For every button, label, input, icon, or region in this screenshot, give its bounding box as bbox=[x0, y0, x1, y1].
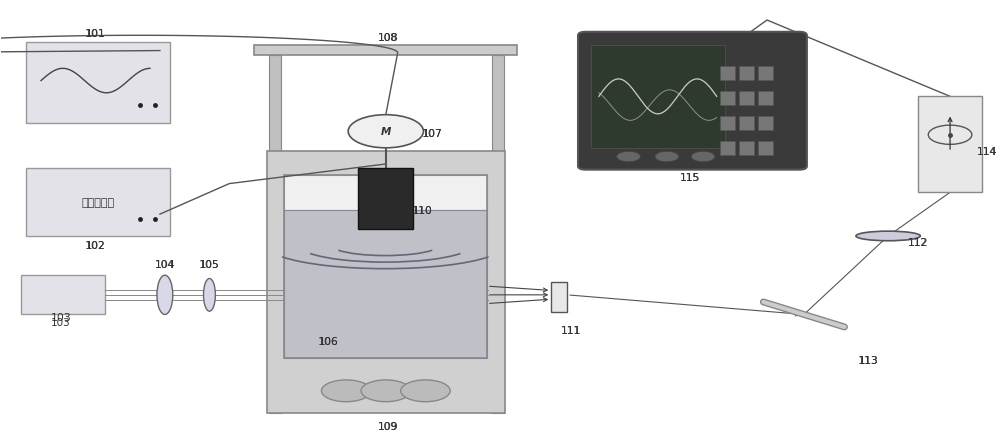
Bar bbox=[758, 67, 773, 81]
Bar bbox=[720, 67, 735, 81]
Bar bbox=[739, 67, 754, 81]
Text: 功率放大器: 功率放大器 bbox=[81, 198, 115, 208]
Bar bbox=[720, 117, 735, 131]
Ellipse shape bbox=[157, 276, 173, 315]
Bar bbox=[358, 169, 413, 230]
Bar bbox=[21, 276, 105, 315]
Circle shape bbox=[348, 116, 423, 148]
Bar bbox=[26, 169, 170, 237]
Text: 102: 102 bbox=[86, 240, 105, 250]
Circle shape bbox=[655, 152, 679, 162]
Text: 111: 111 bbox=[561, 325, 581, 335]
Bar bbox=[720, 142, 735, 156]
Text: 112: 112 bbox=[908, 238, 928, 248]
Text: 108: 108 bbox=[378, 33, 398, 43]
Text: 107: 107 bbox=[423, 129, 442, 139]
Bar bbox=[254, 46, 517, 56]
Circle shape bbox=[321, 380, 371, 402]
Text: 101: 101 bbox=[85, 29, 106, 39]
Circle shape bbox=[691, 152, 715, 162]
Text: 109: 109 bbox=[377, 421, 398, 431]
Bar bbox=[720, 92, 735, 106]
Bar bbox=[758, 92, 773, 106]
Text: 115: 115 bbox=[680, 173, 700, 183]
Text: 109: 109 bbox=[378, 421, 398, 431]
Bar bbox=[758, 142, 773, 156]
Bar bbox=[492, 56, 504, 413]
Text: 112: 112 bbox=[908, 238, 928, 248]
Bar bbox=[284, 210, 487, 358]
Bar bbox=[739, 142, 754, 156]
Text: 104: 104 bbox=[155, 260, 175, 270]
Bar bbox=[26, 43, 170, 123]
Circle shape bbox=[617, 152, 640, 162]
Bar bbox=[284, 176, 487, 210]
Text: 106: 106 bbox=[318, 336, 338, 346]
Bar bbox=[269, 56, 281, 413]
Text: 110: 110 bbox=[412, 205, 433, 215]
Circle shape bbox=[401, 380, 450, 402]
Circle shape bbox=[361, 380, 411, 402]
Bar bbox=[551, 282, 567, 313]
Text: 103: 103 bbox=[51, 317, 71, 327]
Bar bbox=[739, 117, 754, 131]
Text: M: M bbox=[381, 127, 391, 137]
Text: 114: 114 bbox=[977, 147, 998, 156]
Text: 108: 108 bbox=[377, 33, 398, 43]
Text: 102: 102 bbox=[85, 240, 106, 250]
Text: 106: 106 bbox=[318, 336, 339, 346]
FancyBboxPatch shape bbox=[591, 46, 725, 148]
Bar bbox=[267, 152, 505, 413]
Text: 115: 115 bbox=[680, 173, 700, 183]
Text: 113: 113 bbox=[858, 356, 879, 365]
Text: 114: 114 bbox=[977, 147, 997, 156]
Text: 113: 113 bbox=[858, 356, 878, 365]
FancyBboxPatch shape bbox=[578, 33, 807, 170]
Text: 105: 105 bbox=[200, 260, 219, 270]
Text: 110: 110 bbox=[413, 205, 432, 215]
Text: 107: 107 bbox=[422, 129, 443, 139]
Text: 101: 101 bbox=[86, 29, 105, 39]
Text: 111: 111 bbox=[561, 325, 581, 335]
Text: 105: 105 bbox=[199, 260, 220, 270]
Bar bbox=[758, 117, 773, 131]
Bar bbox=[284, 176, 487, 358]
Text: 104: 104 bbox=[154, 260, 175, 270]
Ellipse shape bbox=[856, 232, 920, 241]
Bar bbox=[918, 97, 982, 193]
Text: 103: 103 bbox=[50, 312, 71, 322]
Ellipse shape bbox=[204, 279, 215, 311]
Bar bbox=[739, 92, 754, 106]
